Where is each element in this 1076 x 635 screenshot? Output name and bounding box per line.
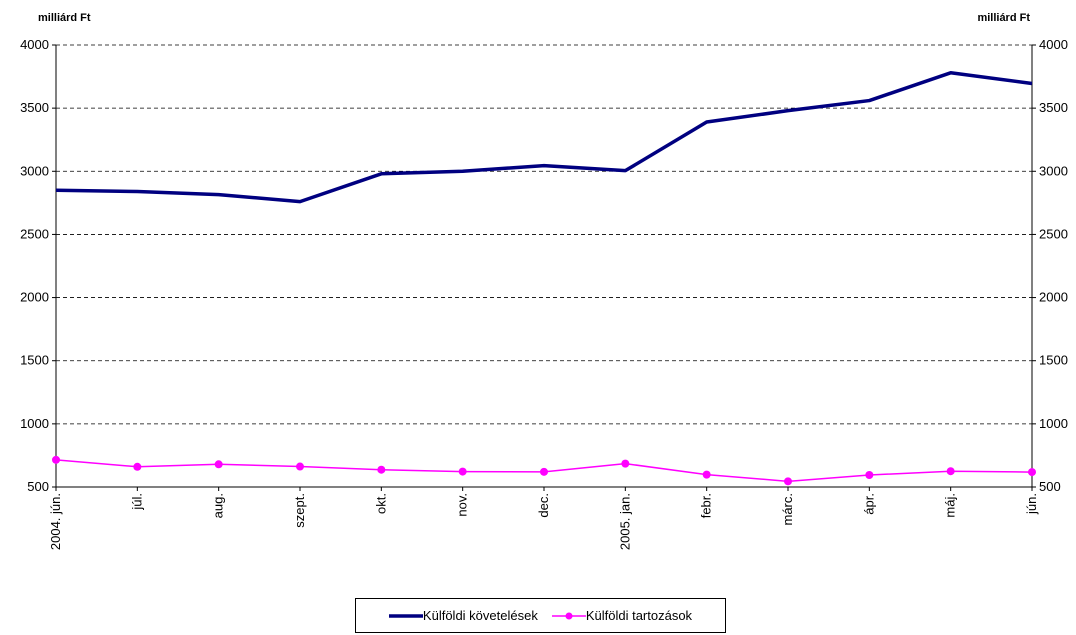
series-2-point-7	[621, 459, 630, 468]
y-tick-left-label-5: 3000	[20, 163, 49, 178]
y-tick-right-label-1: 1000	[1039, 416, 1068, 431]
x-tick-label-0: 2004. jún.	[48, 493, 63, 550]
y-tick-left-label-0: 500	[27, 479, 49, 494]
legend-swatch-line-icon	[388, 613, 423, 618]
x-tick-label-10: ápr.	[861, 493, 876, 515]
series-2-point-3	[296, 462, 304, 471]
series-2-point-2	[214, 460, 223, 469]
series-2-point-9	[784, 477, 792, 486]
series-line-1	[55, 71, 1033, 204]
y-tick-left-label-7: 4000	[20, 37, 49, 52]
series-2-point-11	[946, 467, 955, 476]
y-axis-right-ticks: 500 1000 1500 2000 2500 3000 3500 4000	[1032, 37, 1068, 494]
x-axis-ticks: 2004. jún. júl. aug. szept. okt. nov. dec. 2005…	[48, 487, 1039, 550]
legend-item-series-2: Külföldi tartozások	[551, 608, 693, 623]
legend-label-series-1: Külföldi követelések	[422, 608, 538, 623]
x-tick-label-12: jún.	[1024, 493, 1039, 515]
y-tick-right-label-2: 1500	[1039, 353, 1068, 368]
y-tick-left-label-4: 2500	[20, 226, 49, 241]
legend-item-series-1: Külföldi követelések	[388, 608, 538, 623]
x-tick-label-7: 2005. jan.	[617, 493, 632, 550]
series-2-point-10	[865, 471, 874, 480]
y-axis-left-ticks: 500 1000 1500 2000 2500 3000 3500 4000	[20, 37, 56, 494]
y-tick-right-label-0: 500	[1039, 479, 1061, 494]
x-tick-label-5: nov.	[455, 493, 470, 517]
y-tick-right-label-3: 2000	[1039, 290, 1068, 305]
x-tick-label-6: dec.	[536, 493, 551, 518]
legend: Külföldi követelések Külföldi tartozások	[355, 598, 726, 633]
y-tick-right-label-7: 4000	[1039, 37, 1068, 52]
series-group	[52, 71, 1036, 486]
y-tick-right-label-5: 3000	[1039, 163, 1068, 178]
gridlines	[56, 44, 1032, 425]
x-tick-label-4: okt.	[373, 493, 388, 514]
y-tick-left-label-2: 1500	[20, 353, 49, 368]
legend-label-series-2: Külföldi tartozások	[585, 608, 693, 623]
series-2-point-12	[1028, 468, 1036, 477]
x-tick-label-2: aug.	[211, 493, 226, 518]
left-axis-unit-label: milliárd Ft	[38, 12, 91, 24]
x-tick-label-1: júl.	[129, 493, 144, 511]
series-2-point-4	[377, 465, 386, 474]
y-tick-left-label-3: 2000	[20, 290, 49, 305]
axes	[55, 45, 1033, 488]
series-2-point-8	[702, 470, 711, 479]
series-2-point-0	[52, 455, 60, 464]
y-tick-right-label-6: 3500	[1039, 100, 1068, 115]
right-axis-unit-label: milliárd Ft	[977, 12, 1030, 24]
legend-swatch-marker-icon	[551, 612, 586, 619]
x-tick-label-11: máj.	[943, 493, 958, 518]
y-tick-left-label-1: 1000	[20, 416, 49, 431]
series-2-point-6	[540, 467, 548, 476]
x-tick-label-3: szept.	[292, 493, 307, 528]
x-tick-label-9: márc.	[780, 493, 795, 526]
series-2-point-1	[133, 462, 142, 471]
series-2-point-5	[458, 467, 467, 476]
x-tick-label-8: febr.	[699, 493, 714, 518]
y-tick-right-label-4: 2500	[1039, 226, 1068, 241]
y-tick-left-label-6: 3500	[20, 100, 49, 115]
